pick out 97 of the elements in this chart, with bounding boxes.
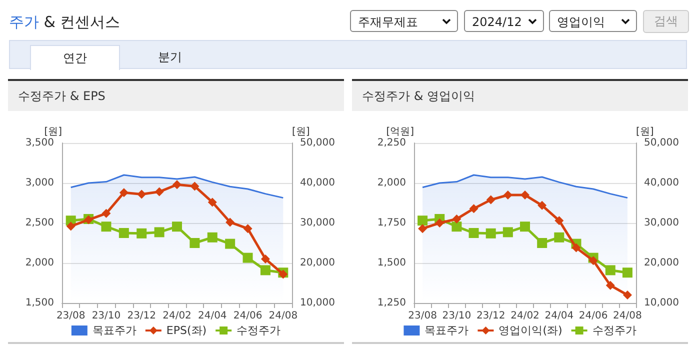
point [101,222,112,232]
y-tick-label: 1,250 [377,298,406,308]
y2-tick-label: 40,000 [300,178,335,188]
x-tick-label: 23/08 [56,310,86,322]
point [605,265,616,276]
point [137,190,146,199]
y2-axis-title: [원] [636,126,654,138]
y-tick-label: 2,250 [377,138,406,148]
x-tick-label: 23/12 [127,310,156,322]
x-tick-label: 23/12 [476,310,506,322]
point [207,232,218,242]
point [435,218,444,228]
point [572,243,581,252]
x-tick-label: 24/06 [233,310,262,322]
text: 분기 [157,49,183,66]
point [520,190,530,200]
x-tick-label: 23/10 [442,310,472,322]
point [554,232,564,242]
point [260,254,270,264]
x-tick-label: 23/10 [92,310,121,322]
x-tick-label: 24/04 [544,310,574,322]
text: 연간 [30,45,120,70]
point [136,228,147,238]
point [260,265,270,276]
text: 주재무제표 [350,10,458,32]
point [622,290,632,300]
y-tick-label: 1,750 [377,218,406,228]
point [502,227,513,238]
y-tick-label: 1,500 [377,258,406,268]
x-tick-label: 24/02 [162,310,192,322]
y2-tick-label: 40,000 [644,178,679,188]
point [468,228,479,238]
legend-label: 영업이익(좌) [498,324,562,337]
point [225,238,236,249]
y-tick-label: 2,000 [25,258,54,268]
y-tick-label: 2,500 [25,218,54,228]
legend-label: 목표주가 [424,324,469,337]
y-tick-label: 1,500 [25,298,54,308]
y-tick-label: 3,500 [25,138,54,148]
point [486,195,496,204]
point [503,190,512,200]
point [418,224,428,234]
text: 주가 & 컨센서스 [9,13,120,32]
x-tick-label: 24/02 [510,310,540,322]
x-tick-label: 24/04 [198,310,227,322]
legend-label: 목표주가 [92,324,136,337]
point [208,198,217,207]
y2-tick-label: 10,000 [300,298,335,308]
x-tick-label: 24/08 [268,310,298,322]
text: 검색 [643,10,689,33]
x-tick-label: 23/08 [408,310,437,322]
text: 2024/12 [464,10,544,32]
point [119,188,128,198]
point [469,204,478,214]
point [537,238,548,248]
chart-title: 수정주가 & 영업이익 [352,79,688,111]
point [190,182,200,191]
point [66,222,76,231]
point [452,214,462,224]
chart-title: 수정주가 & EPS [8,79,344,111]
x-tick-label: 24/06 [578,310,608,322]
y2-tick-label: 30,000 [300,218,335,228]
y2-tick-label: 20,000 [300,258,335,268]
point [622,268,632,278]
point [243,224,252,234]
point [242,252,253,263]
y-axis-title: [억원] [386,126,414,138]
point [452,222,462,232]
legend-label: 수정주가 [236,324,281,337]
y2-tick-label: 30,000 [644,218,679,228]
point [102,208,111,218]
point [418,216,428,226]
y2-tick-label: 10,000 [644,298,679,308]
point [118,228,129,238]
y2-tick-label: 20,000 [644,258,679,268]
point [154,187,164,196]
point [190,238,200,248]
point [606,280,615,290]
x-tick-label: 24/08 [613,310,642,322]
point [154,227,164,238]
point [588,256,598,266]
point [172,222,182,232]
legend-label: 수정주가 [592,324,636,337]
y-tick-label: 2,000 [377,178,406,188]
text: 영업이익 [549,10,637,32]
y-tick-label: 3,000 [25,178,54,188]
y2-axis-title: [원] [292,126,310,138]
point [172,180,182,190]
point [486,228,496,238]
point [554,216,564,226]
point [520,222,530,232]
y2-tick-label: 50,000 [300,138,335,148]
point [226,218,235,227]
y2-tick-label: 50,000 [644,138,679,148]
y-axis-title: [원] [44,126,62,138]
legend-label: EPS(좌) [166,324,207,337]
point [538,200,547,210]
